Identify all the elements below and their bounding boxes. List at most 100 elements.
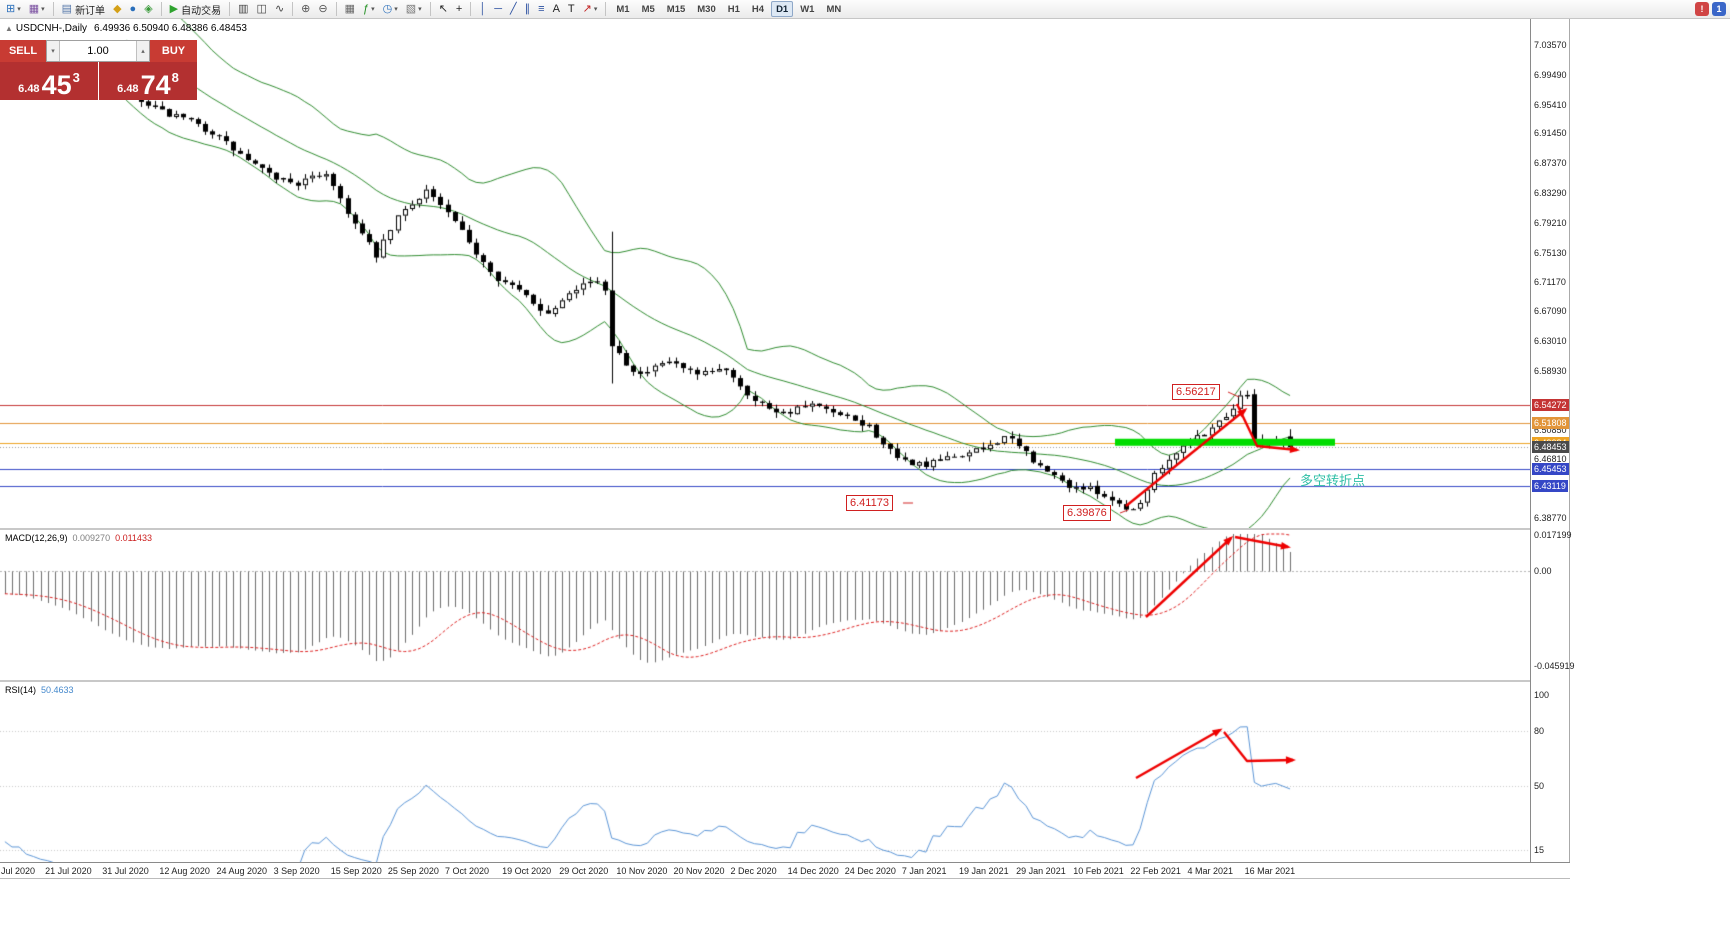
timeframe-m1-button[interactable]: M1: [616, 3, 630, 15]
bid-price-big: 45: [41, 70, 72, 101]
trendline-icon[interactable]: ╱: [507, 1, 520, 17]
sell-button[interactable]: SELL: [0, 40, 46, 62]
time-axis-label: 29 Jan 2021: [1016, 866, 1066, 876]
time-axis-label: 10 Nov 2020: [616, 866, 668, 876]
rsi-pane-divider[interactable]: [0, 680, 1570, 682]
cursor-icon[interactable]: ↖: [436, 1, 451, 17]
one-click-collapse-icon[interactable]: ▲: [5, 24, 13, 33]
dropdown-caret-icon: ▾: [593, 6, 598, 13]
price-axis-tick: 6.91450: [1534, 128, 1567, 139]
chart-symbol-period: USDCNH-,Daily: [15, 23, 88, 34]
rsi-label: RSI(14) 50.4633: [5, 685, 74, 695]
auto-trading-button[interactable]: ▶ 自动交易: [167, 1, 224, 17]
timeframe-w1-button[interactable]: W1: [800, 3, 815, 15]
vertical-line-icon[interactable]: │: [476, 1, 489, 17]
zoom-out-icon[interactable]: ⊖: [315, 1, 330, 17]
time-axis-label: 16 Mar 2021: [1244, 866, 1296, 876]
turning-point-note[interactable]: 多空转折点: [1300, 473, 1366, 488]
periods-icon[interactable]: ◷ ▾: [380, 1, 401, 17]
line-chart-icon[interactable]: ∿: [272, 1, 287, 17]
price-axis-tick: 6.75130: [1534, 247, 1567, 258]
arrows-icon[interactable]: ↗ ▾: [580, 1, 601, 17]
candlestick-chart-icon[interactable]: ◫: [254, 1, 270, 17]
new-order-button[interactable]: ▤ 新订单: [59, 1, 108, 17]
macd-axis-tick: 0.00: [1534, 566, 1552, 576]
templates-icon: ▧: [405, 3, 417, 15]
volume-decrease-button[interactable]: ▾: [47, 41, 60, 61]
metaeditor-icon[interactable]: ◆: [110, 1, 124, 17]
macd-pane-divider[interactable]: [0, 528, 1570, 530]
fibonacci-icon[interactable]: ≡: [535, 1, 547, 17]
one-click-trading-panel: SELL ▾ ▴ BUY 6.48 45 3 6.48 74 8: [0, 40, 197, 100]
price-axis-tick: 6.46810: [1534, 454, 1567, 465]
timeframe-h4-button[interactable]: H4: [751, 3, 765, 15]
periods-icon: ◷: [382, 3, 393, 15]
market-watch-icon: ●: [129, 3, 137, 15]
market-watch-icon[interactable]: ●: [127, 1, 140, 17]
buy-price-panel[interactable]: 6.48 74 8: [99, 62, 197, 100]
timeframe-m30-button[interactable]: M30: [697, 3, 716, 15]
volume-increase-button[interactable]: ▴: [136, 41, 149, 61]
time-axis-label: 12 Aug 2020: [159, 866, 210, 876]
time-axis-label: 10 Feb 2021: [1073, 866, 1124, 876]
bar-chart-icon: ▥: [238, 3, 249, 15]
price-annotation-box-dec-low[interactable]: 6.41173: [846, 495, 893, 511]
volume-input[interactable]: [60, 41, 136, 61]
rsi-axis-tick: 80: [1534, 726, 1545, 737]
price-axis-tick: 6.63010: [1534, 336, 1567, 347]
auto-trading-icon: ▶: [169, 3, 179, 15]
macd-canvas[interactable]: [0, 530, 1530, 680]
price-axis-tick: 6.50850: [1534, 424, 1567, 435]
notifications-icon[interactable]: 1: [1712, 2, 1726, 16]
rsi-axis-tick: 15: [1534, 844, 1545, 855]
timeframe-m15-button[interactable]: M15: [666, 3, 686, 15]
price-annotation-box-high[interactable]: 6.56217: [1172, 384, 1220, 400]
profiles-icon[interactable]: ▦ ▾: [26, 1, 48, 17]
timeframe-mn-button[interactable]: MN: [826, 3, 842, 15]
timeframe-h1-button[interactable]: H1: [727, 3, 740, 15]
horizontal-line-icon[interactable]: ─: [491, 1, 505, 17]
price-axis[interactable]: 7.03570 6.99490 6.95410 6.91450 6.87370 6.832…: [1530, 19, 1575, 879]
main-chart-canvas[interactable]: [0, 19, 1530, 528]
time-axis[interactable]: Jul 2020 21 Jul 2020 31 Jul 2020 12 Aug 202…: [0, 862, 1570, 879]
fibonacci-icon: ≡: [538, 3, 545, 15]
price-axis-badge: 6.54272: [1532, 398, 1569, 411]
time-axis-label: 24 Aug 2020: [216, 866, 268, 876]
price-axis-badge: 6.48453: [1532, 441, 1569, 454]
time-axis-label: 19 Jan 2021: [959, 866, 1009, 876]
templates-icon[interactable]: ▧ ▾: [403, 1, 425, 17]
bid-price-sup: 3: [72, 70, 80, 85]
time-axis-label: 22 Feb 2021: [1130, 866, 1181, 876]
buy-button[interactable]: BUY: [150, 40, 197, 62]
time-axis-label: 4 Mar 2021: [1187, 866, 1234, 876]
time-axis-label: 7 Oct 2020: [444, 866, 489, 876]
crosshair-icon[interactable]: +: [453, 1, 465, 17]
channel-icon: ∥: [524, 3, 531, 15]
toolbar-separator: [52, 2, 54, 16]
horizontal-line-icon: ─: [494, 3, 503, 15]
label-icon[interactable]: T: [565, 1, 578, 17]
rsi-canvas[interactable]: [0, 682, 1530, 862]
indicators-icon[interactable]: ƒ ▾: [360, 1, 378, 17]
new-chart-icon[interactable]: ⊞ ▾: [3, 1, 24, 17]
zoom-in-icon[interactable]: ⊕: [298, 1, 313, 17]
price-annotation-box-feb-low[interactable]: 6.39876: [1063, 505, 1111, 521]
community-icon[interactable]: !: [1695, 2, 1709, 16]
label-icon: T: [567, 3, 575, 15]
price-axis-tick: 6.67090: [1534, 306, 1567, 317]
time-axis-label: 2 Dec 2020: [730, 866, 777, 876]
price-axis-tick: 6.79210: [1534, 217, 1567, 228]
toolbar-right-icons: ! 1: [1695, 2, 1726, 16]
timeframe-m5-button[interactable]: M5: [641, 3, 655, 15]
price-axis-tick: 7.03570: [1534, 40, 1567, 50]
text-icon[interactable]: A: [550, 1, 563, 17]
channel-icon[interactable]: ∥: [522, 1, 534, 17]
time-axis-label: 20 Nov 2020: [673, 866, 725, 876]
navigator-icon[interactable]: ◈: [141, 1, 155, 17]
bar-chart-icon[interactable]: ▥: [235, 1, 251, 17]
time-axis-label: 14 Dec 2020: [787, 866, 839, 876]
sell-price-panel[interactable]: 6.48 45 3: [0, 62, 98, 100]
time-axis-label: 7 Jan 2021: [901, 866, 947, 876]
timeframe-d1-button[interactable]: D1: [771, 1, 794, 17]
tile-windows-icon[interactable]: ▦: [342, 1, 358, 17]
